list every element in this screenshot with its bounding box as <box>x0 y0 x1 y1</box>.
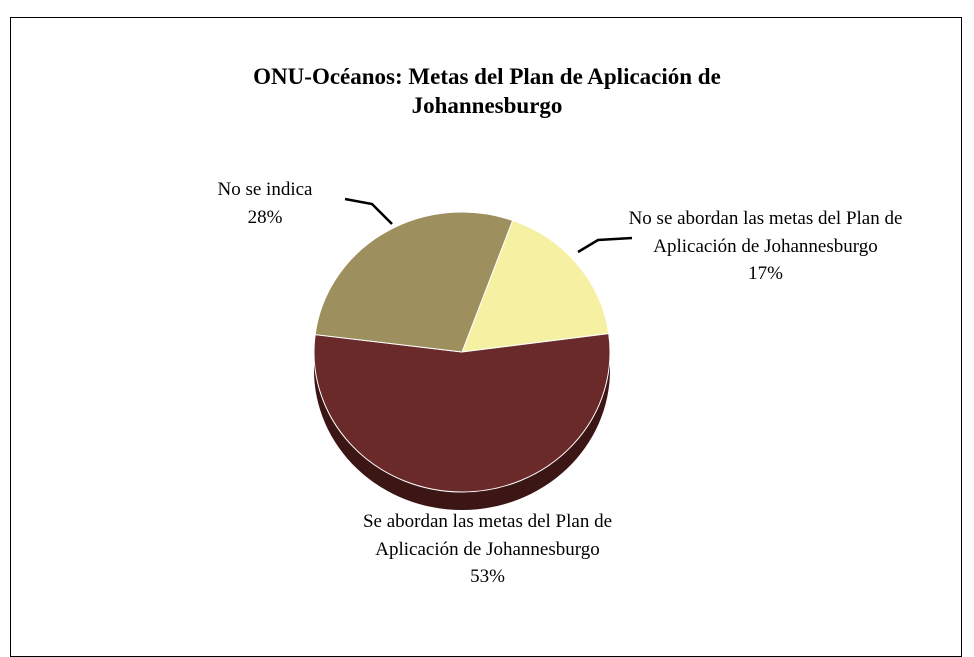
value-label: 53% <box>470 566 505 587</box>
category-label: No se indica <box>217 179 313 200</box>
slice <box>461 219 610 353</box>
slice-label: No se abordan las metas del Plan de Apli… <box>623 205 908 288</box>
slice-label: Se abordan las metas del Plan de Aplicac… <box>345 508 630 591</box>
leader-line <box>577 236 633 254</box>
category-label: Se abordan las metas del Plan de Aplicac… <box>362 511 613 560</box>
slice-label: No se indica 28% <box>185 176 345 231</box>
chart <box>313 197 633 510</box>
category-label: No se abordan las metas del Plan de Apli… <box>628 208 903 257</box>
page: {"chart_data": {"type": "pie", "title": … <box>10 17 962 657</box>
value-label: 28% <box>247 206 283 228</box>
slice <box>313 333 611 493</box>
slice <box>314 211 514 353</box>
value-label: 17% <box>748 263 783 284</box>
leader-line <box>344 197 393 225</box>
chart-title: ONU-Océanos: Metas del Plan de Aplicació… <box>253 64 721 118</box>
